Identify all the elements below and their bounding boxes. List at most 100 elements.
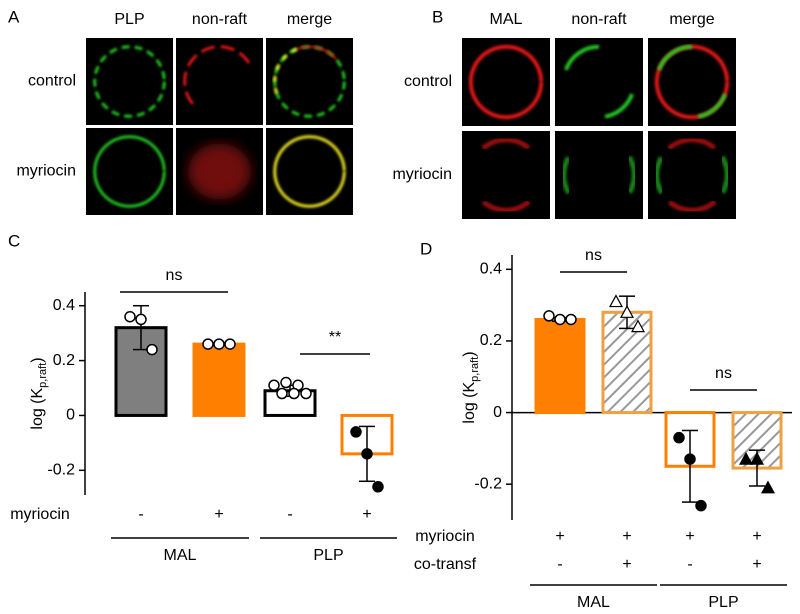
significance-label: ns — [715, 365, 732, 382]
micrograph — [648, 131, 736, 219]
condition-sign: + — [685, 528, 694, 545]
row-label: control — [404, 73, 452, 90]
signal — [93, 45, 166, 118]
group-label: MAL — [577, 594, 610, 611]
data-point — [608, 294, 624, 308]
y-label-sub: p,raft — [37, 363, 49, 388]
data-point — [350, 426, 362, 438]
signal — [561, 156, 571, 194]
signal — [273, 135, 346, 208]
data-point — [738, 451, 754, 465]
signal — [188, 143, 251, 200]
data-point — [146, 343, 158, 356]
condition-sign: - — [557, 556, 562, 573]
condition-sign: + — [555, 528, 564, 545]
micrograph — [648, 38, 736, 126]
row-label: co-transf — [414, 556, 477, 573]
micrograph — [266, 38, 353, 125]
y-tick-label: 0 — [493, 404, 502, 421]
signal — [273, 47, 299, 94]
micrograph — [176, 38, 263, 125]
signal — [481, 137, 531, 151]
condition-sign: + — [214, 506, 223, 523]
data-point — [124, 310, 136, 323]
condition-sign: - — [138, 506, 143, 523]
data-point — [673, 431, 685, 444]
y-tick-label: 0.2 — [480, 332, 502, 349]
column-label: non-raft — [571, 11, 627, 28]
signal — [667, 199, 717, 213]
condition-sign: - — [687, 556, 692, 573]
y-tick-label: -0.2 — [47, 462, 75, 479]
condition-sign: + — [622, 528, 631, 545]
significance-label: ** — [329, 329, 341, 346]
row-label: myriocin — [16, 163, 76, 180]
micrograph — [555, 131, 643, 219]
data-point — [276, 387, 288, 400]
signal — [627, 156, 637, 194]
data-point — [280, 376, 292, 389]
data-point — [554, 313, 566, 326]
bar — [192, 342, 246, 417]
panel-label: D — [420, 239, 432, 258]
signal — [720, 156, 730, 194]
y-label-main: log (K — [461, 381, 478, 423]
y-tick-label: 0.4 — [480, 261, 502, 278]
signal — [604, 93, 634, 119]
y-label-sub: p,raft — [469, 357, 481, 382]
column-label: merge — [287, 11, 332, 28]
data-point — [361, 448, 373, 460]
group-label: PLP — [708, 594, 738, 611]
micrograph — [462, 38, 550, 126]
y-label-main: log (K — [29, 387, 46, 429]
data-point — [300, 387, 312, 400]
micrograph — [555, 38, 643, 126]
data-point — [760, 480, 776, 494]
column-label: non-raft — [192, 11, 248, 28]
signal — [657, 44, 693, 71]
y-tick-label: 0 — [66, 407, 75, 424]
condition-sign: + — [752, 528, 761, 545]
data-point — [135, 313, 147, 326]
signal — [654, 156, 664, 194]
row-label: myriocin — [10, 506, 70, 523]
data-point — [565, 313, 577, 326]
signal — [697, 93, 727, 119]
data-point — [619, 305, 635, 318]
signal — [481, 199, 531, 213]
y-axis-label: log (Kp,raft) — [29, 357, 49, 429]
signal — [667, 137, 717, 151]
panel-label: B — [432, 7, 443, 26]
signal — [468, 44, 544, 120]
signal — [564, 44, 600, 71]
condition-sign: + — [752, 556, 761, 573]
data-point — [202, 338, 214, 350]
bar — [534, 317, 586, 415]
y-tick-label: -0.2 — [474, 475, 502, 492]
micrograph — [462, 131, 550, 219]
data-point — [224, 338, 236, 350]
data-point — [695, 499, 707, 512]
significance-label: ns — [166, 267, 183, 284]
row-label: myriocin — [392, 166, 452, 183]
micrograph — [86, 38, 173, 125]
y-label-end: ) — [461, 351, 478, 356]
y-tick-label: 0.2 — [53, 352, 75, 369]
condition-sign: + — [362, 506, 371, 523]
panel-label: A — [8, 7, 20, 26]
signal — [297, 45, 337, 60]
data-point — [684, 453, 696, 465]
y-label-end: ) — [29, 357, 46, 362]
group-label: PLP — [313, 547, 343, 564]
row-label: control — [28, 73, 76, 90]
data-point — [630, 319, 646, 333]
row-label: myriocin — [415, 528, 475, 545]
data-point — [372, 481, 384, 493]
micrograph — [266, 128, 353, 215]
data-point — [749, 451, 765, 465]
y-tick-label: 0.4 — [53, 297, 75, 314]
column-label: PLP — [114, 11, 144, 28]
data-point — [268, 379, 280, 392]
y-axis-label: log (Kp,raft) — [461, 351, 481, 423]
